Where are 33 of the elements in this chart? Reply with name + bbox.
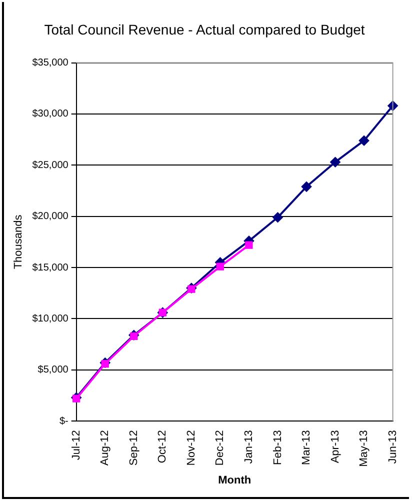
x-tick-label: Nov-12 bbox=[185, 430, 198, 466]
x-tick-label: Oct-12 bbox=[156, 430, 169, 464]
point bbox=[130, 332, 138, 340]
x-tick-label: Aug-12 bbox=[99, 430, 112, 466]
y-tick-label: $10,000 bbox=[32, 313, 69, 324]
x-tick-label: Apr-13 bbox=[329, 430, 342, 464]
y-tick-label: $30,000 bbox=[32, 108, 69, 120]
x-tick-label: Jul-12 bbox=[70, 430, 82, 460]
chart-title: Total Council Revenue - Actual compared to Budget bbox=[44, 21, 365, 38]
x-tick-label: Sep-12 bbox=[128, 430, 140, 466]
y-tick-label: $20,000 bbox=[32, 211, 69, 222]
x-axis-title: Month bbox=[218, 474, 252, 486]
point bbox=[330, 157, 340, 168]
point bbox=[216, 262, 224, 270]
point bbox=[72, 394, 80, 402]
y-tick-label: $5,000 bbox=[38, 364, 69, 376]
y-tick-label: $35,000 bbox=[32, 58, 69, 69]
point bbox=[359, 136, 370, 146]
y-tick-label: $25,000 bbox=[32, 160, 69, 171]
y-tick-label: $- bbox=[59, 416, 68, 427]
y-axis-title: Thousands bbox=[12, 214, 25, 270]
point bbox=[301, 182, 312, 192]
x-tick-label: Feb-13 bbox=[272, 430, 284, 465]
x-tick-label: Dec-12 bbox=[214, 430, 226, 466]
y-tick-label: $15,000 bbox=[32, 262, 69, 274]
x-tick-label: Jan-13 bbox=[242, 430, 255, 464]
point bbox=[101, 360, 109, 368]
point bbox=[188, 285, 196, 293]
point bbox=[272, 212, 283, 222]
x-tick-label: Mar-13 bbox=[300, 430, 313, 465]
x-tick-label: May-13 bbox=[358, 430, 370, 467]
x-tick-label: Jun-13 bbox=[386, 430, 399, 464]
point bbox=[245, 241, 253, 249]
